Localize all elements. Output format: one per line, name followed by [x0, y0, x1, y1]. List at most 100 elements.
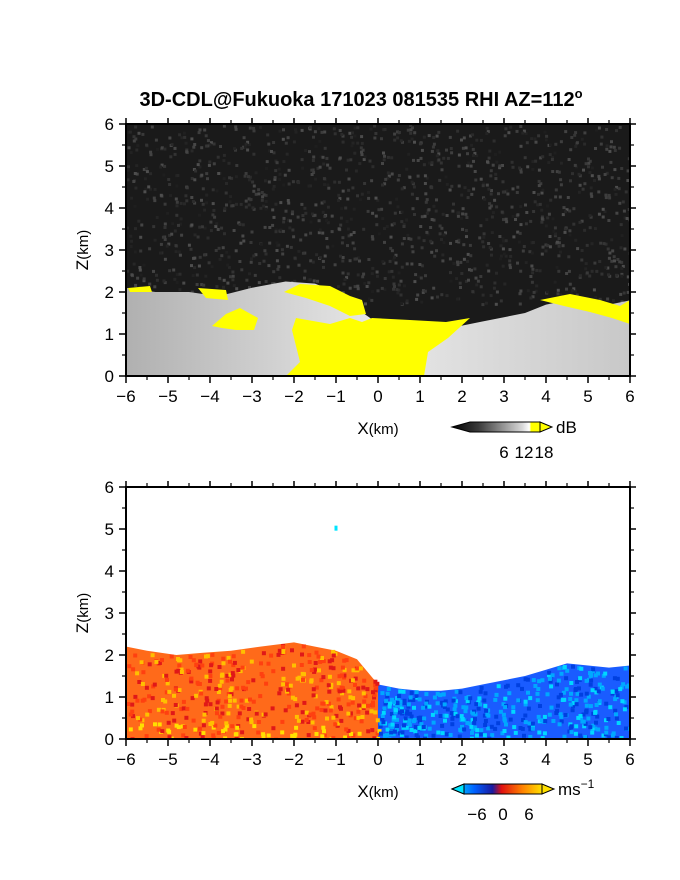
- velocity-pixel: [236, 704, 241, 709]
- noise-pixel: [410, 192, 414, 196]
- velocity-pixel: [280, 719, 285, 724]
- velocity-pixel: [321, 725, 326, 730]
- velocity-pixel: [593, 726, 598, 731]
- velocity-pixel: [340, 691, 344, 696]
- noise-pixel: [467, 189, 471, 193]
- velocity-pixel: [309, 678, 314, 683]
- noise-pixel: [475, 283, 479, 287]
- noise-pixel: [405, 218, 409, 222]
- noise-pixel: [498, 166, 502, 170]
- noise-pixel: [490, 215, 494, 219]
- noise-pixel: [620, 272, 624, 276]
- velocity-pixel: [294, 714, 299, 719]
- noise-pixel: [249, 260, 253, 264]
- velocity-pixel: [130, 709, 135, 714]
- noise-pixel: [196, 235, 200, 239]
- noise-pixel: [325, 218, 328, 222]
- velocity-pixel: [569, 730, 574, 735]
- noise-pixel: [209, 220, 213, 224]
- velocity-pixel: [528, 696, 533, 701]
- noise-pixel: [419, 156, 423, 160]
- noise-pixel: [242, 136, 246, 140]
- colorbar-max-arrow: [539, 421, 554, 433]
- velocity-pixel: [293, 732, 298, 737]
- noise-pixel: [469, 268, 473, 272]
- noise-pixel: [539, 156, 543, 160]
- velocity-pixel: [231, 663, 236, 668]
- velocity-pixel: [335, 723, 340, 728]
- velocity-pixel: [398, 699, 403, 704]
- velocity-pixel: [596, 689, 601, 694]
- velocity-pixel: [145, 712, 150, 717]
- velocity-pixel: [179, 670, 184, 674]
- noise-pixel: [133, 204, 137, 208]
- noise-pixel: [260, 191, 264, 194]
- noise-pixel: [147, 185, 151, 189]
- noise-pixel: [341, 140, 345, 144]
- noise-pixel: [133, 172, 137, 175]
- velocity-pixel: [232, 660, 237, 665]
- noise-pixel: [580, 137, 584, 141]
- noise-pixel: [606, 247, 610, 251]
- velocity-pixel: [400, 730, 405, 735]
- noise-pixel: [348, 131, 352, 135]
- velocity-pixel: [288, 683, 293, 688]
- velocity-pixel: [483, 703, 488, 708]
- noise-pixel: [504, 127, 508, 131]
- velocity-pixel: [604, 730, 609, 735]
- velocity-pixel: [254, 711, 259, 716]
- velocity-pixel: [484, 708, 489, 713]
- velocity-pixel: [185, 668, 190, 673]
- velocity-pixel: [523, 713, 528, 718]
- velocity-pixel: [356, 715, 361, 720]
- noise-pixel: [386, 176, 390, 180]
- velocity-pixel: [300, 652, 304, 657]
- x-tick-label: 3: [499, 387, 508, 406]
- velocity-pixel: [398, 703, 403, 708]
- velocity-pixel: [342, 673, 347, 678]
- noise-pixel: [242, 239, 246, 243]
- noise-pixel: [244, 199, 248, 203]
- noise-pixel: [150, 125, 154, 129]
- velocity-pixel: [501, 712, 506, 717]
- noise-pixel: [286, 199, 290, 202]
- noise-pixel: [205, 201, 209, 205]
- noise-pixel: [337, 193, 341, 197]
- noise-pixel: [481, 303, 485, 307]
- y-tick-label: 4: [105, 199, 114, 218]
- velocity-pixel: [220, 711, 225, 716]
- noise-pixel: [568, 282, 572, 286]
- velocity-pixel: [324, 700, 329, 705]
- velocity-pixel: [198, 731, 203, 736]
- noise-pixel: [410, 262, 414, 266]
- noise-pixel: [498, 150, 502, 154]
- noise-pixel: [356, 256, 360, 260]
- velocity-pixel: [270, 706, 275, 711]
- noise-pixel: [464, 146, 468, 150]
- velocity-pixel: [329, 684, 334, 689]
- noise-pixel: [392, 287, 395, 291]
- velocity-pixel: [224, 721, 229, 726]
- noise-pixel: [449, 279, 453, 283]
- noise-pixel: [206, 236, 210, 240]
- x-axis-title: X(km): [357, 419, 398, 438]
- noise-pixel: [261, 195, 265, 199]
- noise-pixel: [456, 214, 460, 218]
- noise-pixel: [274, 169, 278, 173]
- velocity-pixel: [583, 721, 588, 726]
- noise-pixel: [139, 235, 143, 239]
- noise-pixel: [153, 199, 157, 203]
- velocity-pixel: [569, 681, 574, 685]
- noise-pixel: [253, 273, 257, 277]
- noise-pixel: [580, 249, 584, 252]
- velocity-pixel: [511, 705, 516, 710]
- noise-pixel: [126, 226, 129, 230]
- velocity-pixel: [281, 650, 286, 654]
- noise-pixel: [350, 144, 354, 148]
- velocity-pixel: [453, 703, 458, 708]
- noise-pixel: [345, 168, 348, 172]
- velocity-pixel: [371, 690, 375, 695]
- noise-pixel: [531, 295, 535, 299]
- noise-pixel: [142, 279, 146, 283]
- velocity-pixel: [603, 671, 608, 676]
